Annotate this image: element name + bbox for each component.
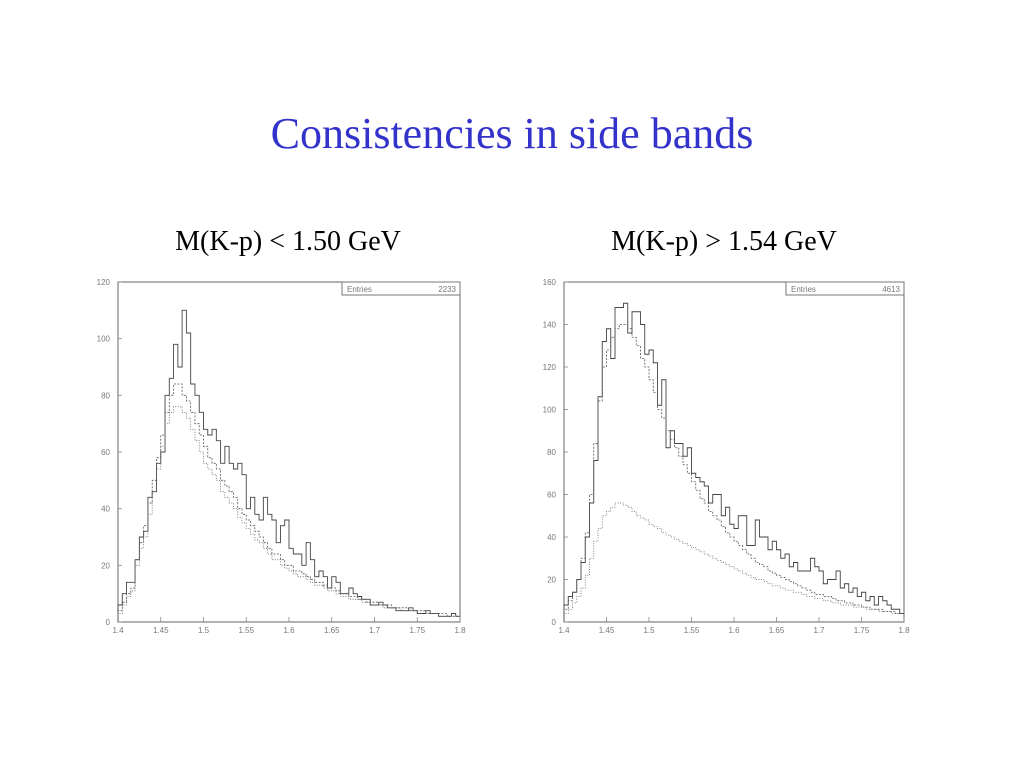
x-tick-label: 1.55 [684, 626, 700, 635]
y-tick-label: 60 [101, 448, 110, 457]
x-tick-label: 1.5 [643, 626, 655, 635]
y-tick-label: 80 [547, 448, 556, 457]
y-tick-label: 0 [552, 618, 557, 627]
y-tick-label: 40 [547, 533, 556, 542]
left-chart-subtitle: M(K-p) < 1.50 GeV [175, 226, 401, 257]
stats-box [341, 281, 461, 296]
y-tick-label: 140 [543, 321, 557, 330]
histogram-series-2 [117, 383, 460, 622]
y-tick-label: 100 [97, 335, 111, 344]
x-tick-label: 1.65 [769, 626, 785, 635]
x-tick-label: 1.45 [599, 626, 615, 635]
left-histogram: 0 20 40 60 80 100 120 1.4 1.45 1.5 1.55 1.6 1.65 1.7… [97, 278, 466, 635]
right-chart-subtitle: M(K-p) > 1.54 GeV [611, 226, 837, 257]
y-tick-label: 40 [101, 505, 110, 514]
stats-value: 4613 [882, 285, 900, 294]
histogram-series-3 [563, 502, 904, 622]
x-tick-label: 1.4 [558, 626, 570, 635]
stats-box [785, 281, 905, 296]
y-tick-label: 120 [97, 278, 111, 287]
x-tick-label: 1.7 [369, 626, 381, 635]
y-tick-label: 160 [543, 278, 557, 287]
slide-title: Consistencies in side bands [270, 109, 754, 158]
y-tick-label: 20 [547, 576, 556, 585]
frame [117, 281, 461, 623]
x-tick-label: 1.75 [409, 626, 425, 635]
y-tick-label: 120 [543, 363, 557, 372]
y-tick-label: 20 [101, 561, 110, 570]
y-tick-label: 60 [547, 491, 556, 500]
x-tick-label: 1.6 [283, 626, 295, 635]
histogram-series-3 [117, 406, 460, 622]
x-tick-label: 1.55 [238, 626, 254, 635]
x-tick-label: 1.75 [854, 626, 870, 635]
x-tick-label: 1.4 [112, 626, 124, 635]
x-tick-label: 1.8 [898, 626, 910, 635]
right-histogram: 0 20 40 60 80 100 120 140 160 1.4 1.45 1.5 1.55 1.6 1… [543, 278, 910, 635]
y-tick-label: 80 [101, 391, 110, 400]
stats-value: 2233 [438, 285, 456, 294]
y-tick-label: 100 [543, 406, 557, 415]
x-tick-label: 1.65 [324, 626, 340, 635]
x-tick-label: 1.45 [153, 626, 169, 635]
y-tick-label: 0 [106, 618, 111, 627]
histogram-series-2 [563, 324, 904, 622]
x-tick-label: 1.8 [454, 626, 466, 635]
x-tick-label: 1.6 [728, 626, 740, 635]
stats-label: Entries [791, 285, 816, 294]
histogram-series-1 [563, 302, 904, 622]
stats-label: Entries [347, 285, 372, 294]
x-tick-label: 1.7 [813, 626, 825, 635]
x-tick-label: 1.5 [198, 626, 210, 635]
frame [563, 281, 905, 623]
